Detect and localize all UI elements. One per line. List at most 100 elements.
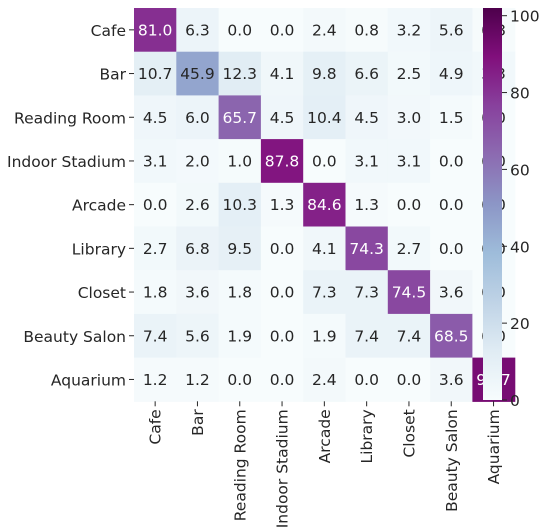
heatmap-cell [176, 139, 220, 184]
heatmap-cell [430, 226, 473, 271]
cell-value: 3.6 [439, 371, 464, 389]
heatmap-cell [430, 51, 473, 96]
cell-value: 0.0 [143, 196, 168, 214]
row-label: Beauty Salon [23, 328, 126, 346]
cell-value: 5.6 [185, 327, 210, 345]
cell-value: 0.0 [270, 371, 295, 389]
cell-value: 1.0 [227, 152, 252, 170]
cell-value: 4.9 [439, 65, 464, 83]
cell-value: 0.0 [354, 371, 379, 389]
cell-value: 0.0 [439, 196, 464, 214]
heatmap-cell [345, 226, 389, 271]
heatmap-cell [260, 139, 304, 184]
column-label: Beauty Salon [443, 409, 461, 512]
cell-value: 65.7 [222, 109, 257, 127]
cell-value: 3.1 [143, 152, 168, 170]
cell-value: 74.3 [349, 240, 384, 258]
cell-value: 2.4 [312, 371, 337, 389]
column-label: Indoor Stadium [274, 409, 292, 528]
heatmap-cell [260, 313, 304, 359]
column-label: Cafe [147, 409, 165, 444]
heatmap-cell [218, 182, 262, 228]
cell-value: 2.7 [143, 240, 168, 258]
heatmap-cell [176, 95, 220, 140]
heatmap-cell [387, 270, 431, 315]
heatmap-cell [345, 139, 389, 184]
heatmap-cell [345, 270, 389, 315]
heatmap-cell [430, 8, 473, 53]
heatmap-cell [345, 51, 389, 96]
column-label: Arcade [316, 409, 334, 463]
heatmap-cell [430, 95, 473, 140]
heatmap-cell [430, 313, 473, 359]
heatmap-cell [387, 139, 431, 184]
heatmap-cell [260, 357, 304, 402]
cell-value: 9.5 [227, 240, 252, 258]
heatmap-cell [387, 51, 431, 96]
column-labels: Cafe Bar Reading Room Indoor Stadium Arcade L… [147, 401, 503, 528]
cell-value: 1.8 [143, 284, 168, 302]
cell-value: 6.8 [185, 240, 210, 258]
cell-value: 6.6 [354, 65, 379, 83]
cell-value: 84.6 [307, 196, 342, 214]
column-label: Bar [189, 409, 207, 436]
cell-value: 7.4 [397, 327, 422, 345]
heatmap-cell [387, 226, 431, 271]
colorbar-ticks: 0 20 40 60 80 100 [502, 8, 539, 410]
heatmap-cell [134, 313, 177, 359]
cell-value: 0.0 [270, 240, 295, 258]
colorbar: 0 20 40 60 80 100 [483, 8, 539, 410]
heatmap-cell [218, 95, 262, 140]
heatmap-cell [303, 182, 347, 228]
row-label: Closet [78, 284, 126, 302]
heatmap-cell [430, 182, 473, 228]
heatmap-cell [134, 139, 177, 184]
heatmap-cell [218, 226, 262, 271]
cell-value: 2.6 [185, 196, 210, 214]
heatmap-cell [303, 51, 347, 96]
cell-value: 0.0 [439, 152, 464, 170]
heatmap-cell [218, 357, 262, 402]
heatmap-cell [134, 51, 177, 96]
cell-value: 81.0 [138, 21, 173, 39]
cell-value: 7.4 [143, 327, 168, 345]
colorbar-tick-label: 20 [510, 315, 530, 333]
heatmap-cell [176, 226, 220, 271]
cell-value: 4.5 [354, 109, 379, 127]
cell-value: 0.0 [270, 327, 295, 345]
cell-value: 1.9 [227, 327, 252, 345]
heatmap-cell [430, 270, 473, 315]
cell-value: 68.5 [434, 327, 469, 345]
cell-value: 10.7 [138, 65, 173, 83]
cell-value: 3.6 [439, 284, 464, 302]
heatmap-cell [218, 51, 262, 96]
cell-value: 3.1 [354, 152, 379, 170]
cell-value: 4.5 [143, 109, 168, 127]
cell-value: 3.0 [397, 109, 422, 127]
cell-value: 0.0 [270, 21, 295, 39]
row-label: Reading Room [14, 109, 126, 127]
row-label: Aquarium [51, 371, 126, 389]
column-label: Reading Room [231, 409, 249, 521]
heatmap-cell [260, 270, 304, 315]
row-labels: Cafe Bar Reading Room Indoor Stadium Arcade L… [7, 22, 134, 389]
heatmap-cell [176, 270, 220, 315]
cell-value: 6.0 [185, 109, 210, 127]
cell-value: 2.0 [185, 152, 210, 170]
cell-value: 4.1 [270, 65, 295, 83]
heatmap-cell [260, 226, 304, 271]
cell-value: 4.1 [312, 240, 337, 258]
cell-value: 0.0 [397, 196, 422, 214]
row-label: Bar [99, 66, 126, 84]
colorbar-tick-label: 100 [510, 8, 539, 26]
cell-value: 10.4 [307, 109, 342, 127]
heatmap-cell [134, 182, 177, 228]
heatmap-cell [176, 313, 220, 359]
cell-value: 1.8 [227, 284, 252, 302]
heatmap-cell [387, 182, 431, 228]
heatmap-cell [260, 51, 304, 96]
heatmap-cell [345, 95, 389, 140]
heatmap-cell [345, 182, 389, 228]
heatmap-cell [303, 95, 347, 140]
heatmap-cell [218, 8, 262, 53]
